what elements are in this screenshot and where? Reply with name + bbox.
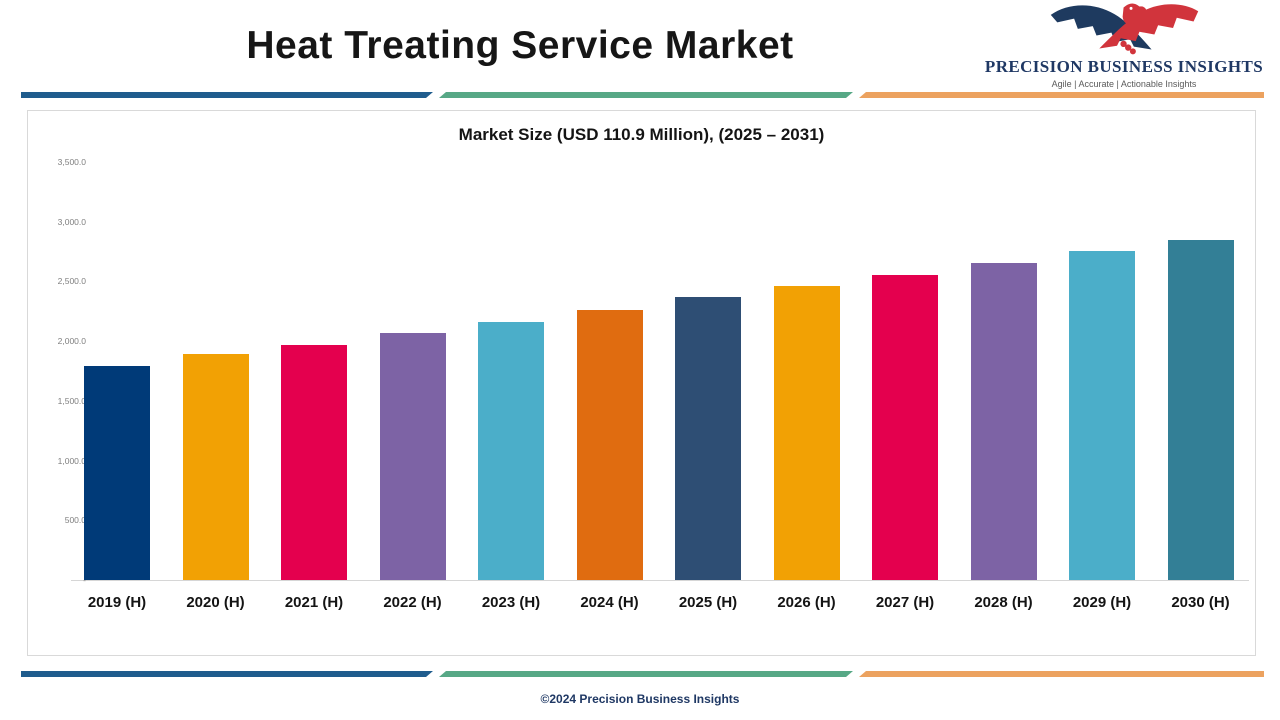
y-axis-tick-label: 500.0 — [64, 515, 86, 526]
x-axis-category-label: 2021 (H) — [284, 594, 344, 611]
bar-2020 — [182, 354, 249, 580]
bar-2025 — [675, 296, 741, 580]
x-axis-category-label: 2019 (H) — [87, 594, 147, 611]
brand-name: PRECISION BUSINESS INSIGHTS — [984, 57, 1264, 76]
y-axis-tick-label: 1,500.0 — [57, 395, 86, 406]
y-axis-tick-label: 3,500.0 — [57, 157, 86, 167]
bar-2024 — [576, 310, 643, 580]
x-axis-category-label: 2028 (H) — [974, 594, 1033, 611]
y-axis-tick-label: - — [83, 575, 86, 585]
bar-2028 — [970, 262, 1037, 580]
page-title: Heat Treating Service Market — [246, 24, 794, 67]
eagle-logo-icon — [1050, 3, 1198, 55]
bar-2030 — [1167, 240, 1234, 580]
divider-green-segment — [439, 92, 853, 98]
bar-2029 — [1069, 250, 1135, 580]
chart-panel: Market Size (USD 110.9 Million), (2025 –… — [27, 110, 1256, 656]
y-axis-tick-label: 1,000.0 — [57, 455, 86, 466]
bar-2019 — [84, 366, 150, 580]
x-axis-category-label: 2023 (H) — [481, 594, 541, 611]
bottom-divider — [21, 671, 1264, 677]
bar-chart-plot: 3,500.0 3,000.0 2,500.0 2,000.0 1,500.0 1,000… — [28, 111, 1255, 655]
bar-2026 — [773, 286, 840, 580]
divider-orange-segment — [859, 671, 1264, 677]
divider-orange-segment — [859, 92, 1264, 98]
x-axis-category-label: 2027 (H) — [875, 594, 935, 611]
copyright-text: ©2024 Precision Business Insights — [540, 692, 740, 706]
divider-green-segment — [439, 671, 853, 677]
x-axis-category-label: 2030 (H) — [1171, 594, 1230, 611]
x-axis-category-label: 2022 (H) — [383, 594, 442, 611]
bar-2021 — [281, 344, 347, 580]
x-axis-category-label: 2024 (H) — [580, 594, 639, 611]
y-axis-tick-label: 2,000.0 — [57, 336, 86, 347]
x-axis-category-label: 2020 (H) — [186, 594, 245, 611]
brand-logo: PRECISION BUSINESS INSIGHTS Agile | Accu… — [974, 0, 1274, 89]
brand-tagline: Agile | Accurate | Actionable Insights — [1051, 79, 1197, 89]
x-axis-line — [71, 580, 1249, 581]
x-axis-category-label: 2025 (H) — [678, 594, 738, 611]
y-axis-tick-label: 3,000.0 — [57, 216, 86, 227]
divider-blue-segment — [21, 671, 433, 677]
bar-2027 — [872, 274, 938, 580]
bar-2023 — [478, 322, 544, 580]
x-axis-category-label: 2029 (H) — [1072, 594, 1132, 611]
chart-title: Market Size (USD 110.9 Million), (2025 –… — [458, 125, 825, 144]
x-axis-category-label: 2026 (H) — [777, 594, 836, 611]
bar-2022 — [379, 332, 446, 580]
divider-blue-segment — [21, 92, 433, 98]
top-divider — [21, 92, 1264, 98]
y-axis-tick-label: 2,500.0 — [57, 276, 86, 287]
